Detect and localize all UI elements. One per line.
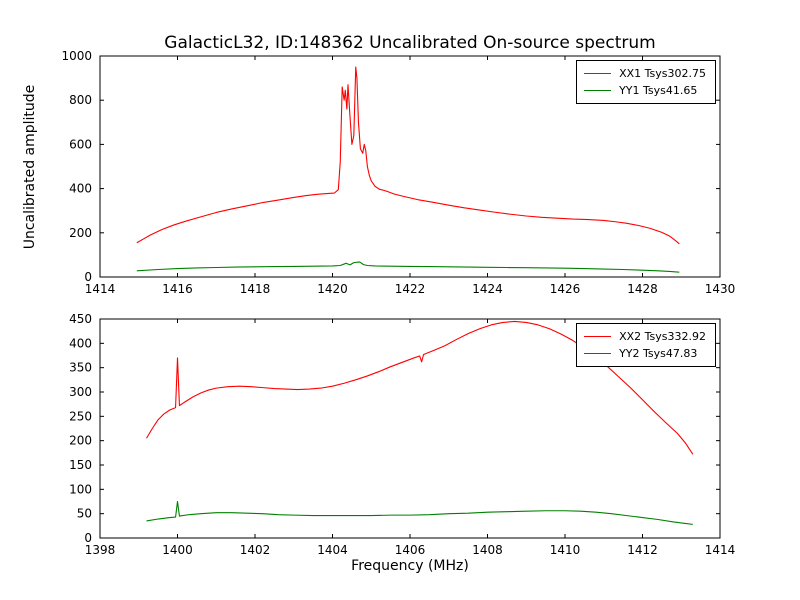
legend-label: XX2 Tsys332.92 xyxy=(619,330,706,343)
svg-text:1416: 1416 xyxy=(162,282,193,296)
legend-item: XX2 Tsys332.92 xyxy=(584,328,706,345)
legend-label: XX1 Tsys302.75 xyxy=(619,67,706,80)
svg-text:1428: 1428 xyxy=(627,282,658,296)
svg-text:1000: 1000 xyxy=(61,49,92,63)
legend-item: XX1 Tsys302.75 xyxy=(584,65,706,82)
svg-text:1414: 1414 xyxy=(705,543,736,557)
svg-text:150: 150 xyxy=(69,458,92,472)
svg-text:350: 350 xyxy=(69,361,92,375)
green-line-sample-icon xyxy=(584,353,612,354)
svg-text:1404: 1404 xyxy=(317,543,348,557)
svg-text:0: 0 xyxy=(84,531,92,545)
red-line-sample-icon xyxy=(584,336,612,337)
svg-text:100: 100 xyxy=(69,482,92,496)
svg-text:1402: 1402 xyxy=(240,543,271,557)
svg-text:1430: 1430 xyxy=(705,282,736,296)
svg-text:1420: 1420 xyxy=(317,282,348,296)
svg-text:400: 400 xyxy=(69,336,92,350)
svg-text:600: 600 xyxy=(69,137,92,151)
svg-text:1426: 1426 xyxy=(550,282,581,296)
bottom-legend: XX2 Tsys332.92 YY2 Tsys47.83 xyxy=(576,323,716,367)
svg-text:1414: 1414 xyxy=(85,282,116,296)
legend-item: YY2 Tsys47.83 xyxy=(584,345,706,362)
svg-text:1422: 1422 xyxy=(395,282,426,296)
svg-text:800: 800 xyxy=(69,93,92,107)
svg-text:300: 300 xyxy=(69,385,92,399)
svg-text:0: 0 xyxy=(84,270,92,284)
chart-title: GalacticL32, ID:148362 Uncalibrated On-s… xyxy=(164,33,656,53)
svg-text:1410: 1410 xyxy=(550,543,581,557)
svg-text:250: 250 xyxy=(69,409,92,423)
svg-text:200: 200 xyxy=(69,226,92,240)
green-line-sample-icon xyxy=(584,90,612,91)
red-line-sample-icon xyxy=(584,73,612,74)
svg-text:1406: 1406 xyxy=(395,543,426,557)
legend-label: YY2 Tsys47.83 xyxy=(619,347,698,360)
svg-text:1400: 1400 xyxy=(162,543,193,557)
svg-text:50: 50 xyxy=(77,507,92,521)
legend-item: YY1 Tsys41.65 xyxy=(584,82,706,99)
x-axis-label: Frequency (MHz) xyxy=(351,558,469,574)
svg-text:1424: 1424 xyxy=(472,282,503,296)
svg-text:400: 400 xyxy=(69,182,92,196)
svg-text:1412: 1412 xyxy=(627,543,658,557)
legend-label: YY1 Tsys41.65 xyxy=(619,84,698,97)
svg-text:200: 200 xyxy=(69,434,92,448)
top-legend: XX1 Tsys302.75 YY1 Tsys41.65 xyxy=(576,60,716,104)
svg-text:1398: 1398 xyxy=(85,543,116,557)
svg-text:1408: 1408 xyxy=(472,543,503,557)
svg-text:450: 450 xyxy=(69,312,92,326)
svg-text:1418: 1418 xyxy=(240,282,271,296)
